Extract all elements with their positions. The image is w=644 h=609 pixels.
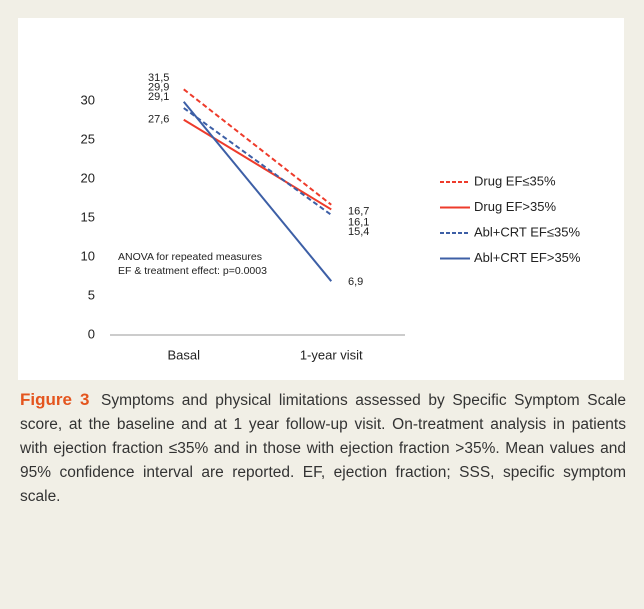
y-tick-label: 20 <box>81 170 95 185</box>
x-tick-label: 1-year visit <box>300 347 363 362</box>
y-tick-label: 30 <box>81 92 95 107</box>
caption: Figure 3 Symptoms and physical limitatio… <box>20 388 626 509</box>
y-tick-label: 15 <box>81 209 95 224</box>
annotation: EF & treatment effect: p=0.0003 <box>118 265 267 277</box>
data-label: 6,9 <box>348 276 363 288</box>
data-label: 16,7 <box>348 206 369 218</box>
series-line <box>183 118 332 211</box>
data-label: 16,1 <box>348 216 369 228</box>
legend-label: Abl+CRT EF≤35% <box>474 224 580 239</box>
x-tick-label: Basal <box>167 347 200 362</box>
y-tick-label: 5 <box>88 287 95 302</box>
series-line <box>183 107 332 216</box>
y-tick-label: 25 <box>81 131 95 146</box>
legend-label: Abl+CRT EF>35% <box>474 250 581 265</box>
caption-label: Figure 3 <box>20 390 90 409</box>
data-label: 15,4 <box>348 226 369 238</box>
series-line <box>183 88 332 206</box>
legend-label: Drug EF>35% <box>474 199 556 214</box>
y-tick-label: 0 <box>88 326 95 341</box>
y-tick-label: 10 <box>81 248 95 263</box>
data-label: 29,1 <box>148 91 169 103</box>
data-label: 31,5 <box>148 72 169 84</box>
chart: 0 5 10 15 20 25 30 Basal 1-year visit 31,5 16,7 Dru… <box>18 18 624 380</box>
data-label: 29,9 <box>148 82 169 94</box>
data-label: 27,6 <box>148 114 169 126</box>
annotation: ANOVA for repeated measures <box>118 251 262 263</box>
caption-text: Symptoms and physical limitations assess… <box>20 392 626 505</box>
legend-label: Drug EF≤35% <box>474 173 556 188</box>
series-line <box>182 101 333 282</box>
